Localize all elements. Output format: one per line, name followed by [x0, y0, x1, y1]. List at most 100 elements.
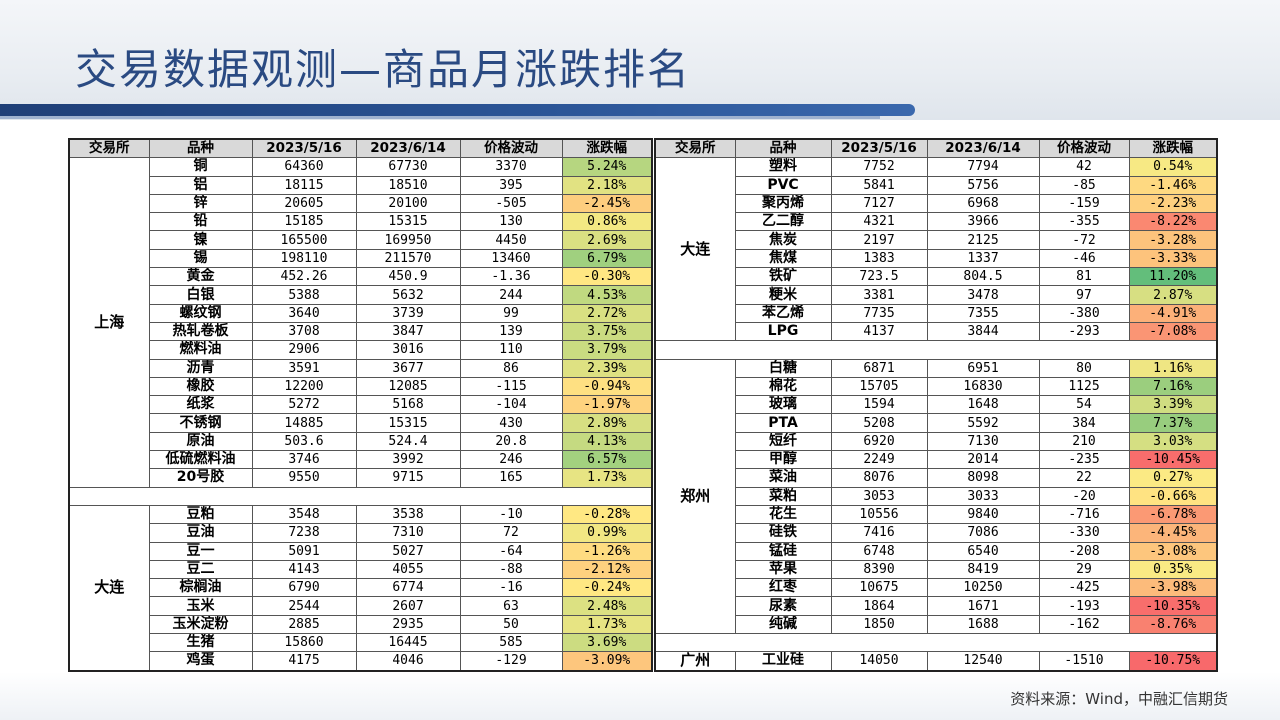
price-0516-cell: 7735 — [830, 303, 928, 323]
group-separator-row — [654, 340, 1218, 360]
price-0614-cell: 5592 — [926, 413, 1040, 433]
price-change-cell: -20 — [1038, 486, 1130, 506]
price-0614-cell: 3016 — [355, 340, 461, 360]
price-0614-cell: 10250 — [926, 578, 1040, 598]
variety-cell: 镍 — [148, 230, 253, 250]
price-0516-cell: 5841 — [830, 175, 928, 195]
price-change-cell: -293 — [1038, 321, 1130, 342]
table-row: 红枣 10675 10250 -425 -3.98% — [655, 578, 1218, 598]
table-row: 焦煤 1383 1337 -46 -3.33% — [655, 248, 1218, 269]
table-row: 玉米淀粉 2885 2935 50 1.73% — [69, 614, 653, 635]
price-change-cell: 20.8 — [459, 431, 563, 452]
table-row: 黄金 452.26 450.9 -1.36 -0.30% — [69, 267, 653, 287]
price-0516-cell: 1850 — [830, 614, 928, 635]
price-0516-cell: 5388 — [251, 285, 357, 305]
variety-cell: 橡胶 — [148, 376, 253, 397]
variety-cell: 燃料油 — [148, 340, 253, 360]
source-note: 资料来源：Wind，中融汇信期货 — [1010, 690, 1228, 708]
price-0516-cell: 10556 — [830, 504, 928, 525]
pct-change-cell: 0.27% — [1128, 468, 1218, 488]
pct-change-cell: -10.75% — [1128, 651, 1218, 672]
table-row: PTA 5208 5592 384 7.37% — [655, 413, 1218, 433]
pct-change-cell: 6.79% — [561, 248, 653, 269]
table-row: 不锈钢 14885 15315 430 2.89% — [69, 413, 653, 433]
table-row: 铅 15185 15315 130 0.86% — [69, 212, 653, 232]
header-stripe — [0, 104, 915, 116]
variety-cell: 花生 — [734, 504, 832, 525]
variety-cell: 棕榈油 — [148, 578, 253, 598]
table-row: 生猪 15860 16445 585 3.69% — [69, 633, 653, 653]
col-date1: 2023/5/16 — [830, 138, 928, 159]
price-0614-cell: 2607 — [355, 596, 461, 616]
pct-change-cell: -3.28% — [1128, 230, 1218, 250]
price-0516-cell: 2906 — [251, 340, 357, 360]
price-0614-cell: 1671 — [926, 596, 1040, 616]
header-band — [0, 0, 1280, 120]
pct-change-cell: -3.09% — [561, 651, 653, 672]
price-change-cell: 110 — [459, 340, 563, 360]
left-ranking-table: 交易所 品种 2023/5/16 2023/6/14 价格波动 涨跌幅 上海铜 6… — [68, 138, 653, 672]
price-0614-cell: 804.5 — [926, 267, 1040, 287]
table-row: PVC 5841 5756 -85 -1.46% — [655, 175, 1218, 195]
price-change-cell: -72 — [1038, 230, 1130, 250]
variety-cell: 红枣 — [734, 578, 832, 598]
variety-cell: 铝 — [148, 175, 253, 195]
pct-change-cell: -4.91% — [1128, 303, 1218, 323]
price-0516-cell: 4175 — [251, 651, 357, 672]
variety-cell: 20号胶 — [148, 468, 253, 488]
price-change-cell: -162 — [1038, 614, 1130, 635]
table-row: 苯乙烯 7735 7355 -380 -4.91% — [655, 303, 1218, 323]
table-row: 豆一 5091 5027 -64 -1.26% — [69, 541, 653, 561]
price-change-cell: 29 — [1038, 559, 1130, 580]
price-change-cell: 72 — [459, 523, 563, 543]
pct-change-cell: 2.69% — [561, 230, 653, 250]
table-row: 乙二醇 4321 3966 -355 -8.22% — [655, 212, 1218, 232]
variety-cell: 苯乙烯 — [734, 303, 832, 323]
pct-change-cell: -3.98% — [1128, 578, 1218, 598]
price-0516-cell: 198110 — [251, 248, 357, 269]
price-0516-cell: 5208 — [830, 413, 928, 433]
col-date2: 2023/6/14 — [926, 138, 1040, 159]
variety-cell: 锌 — [148, 193, 253, 214]
price-0516-cell: 15860 — [251, 633, 357, 653]
group-separator-row — [68, 486, 653, 506]
price-0614-cell: 3033 — [926, 486, 1040, 506]
exchange-cell: 上海 — [68, 157, 150, 488]
price-0614-cell: 450.9 — [355, 267, 461, 287]
pct-change-cell: -3.33% — [1128, 248, 1218, 269]
price-change-cell: 50 — [459, 614, 563, 635]
price-0516-cell: 3548 — [251, 504, 357, 525]
price-0516-cell: 3746 — [251, 450, 357, 470]
pct-change-cell: 2.18% — [561, 175, 653, 195]
price-0614-cell: 2125 — [926, 230, 1040, 250]
table-row: 低硫燃料油 3746 3992 246 6.57% — [69, 450, 653, 470]
pct-change-cell: 3.03% — [1128, 431, 1218, 452]
pct-change-cell: 0.54% — [1128, 157, 1218, 177]
variety-cell: 纸浆 — [148, 395, 253, 415]
price-0614-cell: 211570 — [355, 248, 461, 269]
price-0516-cell: 1864 — [830, 596, 928, 616]
price-0614-cell: 15315 — [355, 212, 461, 232]
table-row: 广州 工业硅 14050 12540 -1510 -10.75% — [654, 651, 1218, 672]
pct-change-cell: 2.89% — [561, 413, 653, 433]
table-row: 尿素 1864 1671 -193 -10.35% — [655, 596, 1218, 616]
variety-cell: 豆粕 — [148, 504, 253, 525]
table-row: 甲醇 2249 2014 -235 -10.45% — [655, 450, 1218, 470]
variety-cell: 聚丙烯 — [734, 193, 832, 214]
col-exchange: 交易所 — [68, 138, 150, 159]
price-0614-cell: 8098 — [926, 468, 1040, 488]
price-0516-cell: 8390 — [830, 559, 928, 580]
variety-cell: 铁矿 — [734, 267, 832, 287]
price-0516-cell: 2197 — [830, 230, 928, 250]
price-0516-cell: 18115 — [251, 175, 357, 195]
price-change-cell: -85 — [1038, 175, 1130, 195]
table-row: 热轧卷板 3708 3847 139 3.75% — [69, 321, 653, 342]
variety-cell: 塑料 — [734, 157, 832, 177]
price-change-cell: 130 — [459, 212, 563, 232]
price-0614-cell: 1688 — [926, 614, 1040, 635]
price-change-cell: -64 — [459, 541, 563, 561]
price-change-cell: 3370 — [459, 157, 563, 177]
variety-cell: 豆一 — [148, 541, 253, 561]
table-row: 原油 503.6 524.4 20.8 4.13% — [69, 431, 653, 452]
table-row: 豆油 7238 7310 72 0.99% — [69, 523, 653, 543]
